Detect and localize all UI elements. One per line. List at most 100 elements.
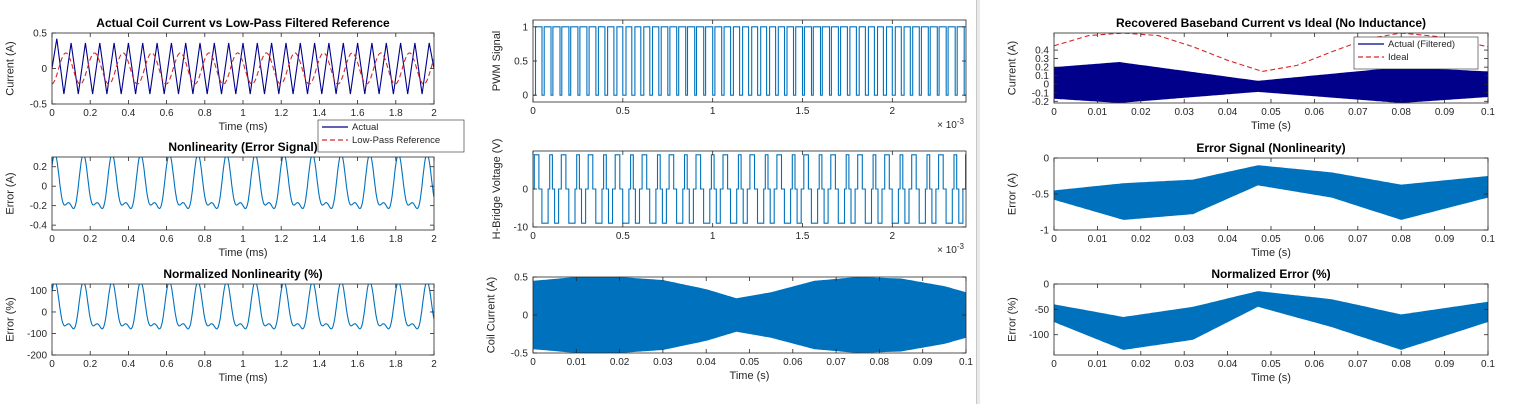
y-tick-label: -100: [1029, 330, 1049, 341]
figure-canvas-right: 0 0.01 0.02 0.03 0.04 0.05 0.06 0.07 0.08 0.09 0.1…: [1007, 16, 1496, 384]
y-tick-label: 0.1: [1035, 71, 1049, 82]
x-tick-label: 0.03: [653, 357, 673, 368]
x-tick-label: 0.2: [83, 108, 97, 119]
x-tick-label: 0.06: [1305, 359, 1325, 370]
legend-box: [317, 119, 465, 153]
x-tick-label: 1.2: [274, 359, 288, 370]
x-tick-label: 1.2: [274, 108, 288, 119]
x-tick-label: 1.4: [312, 359, 326, 370]
axes-title: Actual Coil Current vs Low-Pass Filtered…: [96, 16, 390, 30]
x-exponent-label: × 10-3: [937, 117, 964, 131]
axes-title: Normalized Nonlinearity (%): [163, 267, 322, 281]
axes-0: 0 0.2 0.4 0.6 0.8 1 1.2 1.4 1.6 1.8 2-0.500.5Actua…: [5, 16, 465, 153]
x-tick-label: 1.6: [351, 108, 365, 119]
x-tick-label: 0.1: [959, 357, 973, 368]
x-tick-label: 0.09: [913, 357, 933, 368]
axes-1: 0 0.2 0.4 0.6 0.8 1 1.2 1.4 1.6 1.8 2 -0.4 -0.2 0 0.2 N…: [5, 140, 438, 259]
axes-frame: 0 0.01 0.02 0.03 0.04 0.05 0.06 0.07 0.08 0.09 0.1…: [486, 273, 974, 383]
x-axis-label: Time (s): [1251, 120, 1291, 132]
y-tick-label: -0.4: [30, 221, 48, 232]
x-tick-label: 0: [49, 108, 55, 119]
x-tick-label: 1.6: [351, 359, 365, 370]
x-tick-label: 0.6: [160, 234, 174, 245]
axes-frame: 0 0.01 0.02 0.03 0.04 0.05 0.06 0.07 0.08 0.09 0.1…: [1007, 16, 1496, 132]
x-tick-label: 0.08: [870, 357, 890, 368]
y-tick-label: 0.5: [514, 57, 528, 68]
y-tick-label: -0.2: [1032, 97, 1050, 108]
series-line-error: [52, 157, 434, 210]
x-tick-label: 0.8: [198, 234, 212, 245]
plot-area: [1054, 33, 1488, 103]
axes-title: Recovered Baseband Current vs Ideal (No …: [1116, 16, 1426, 30]
x-tick-label: 0: [530, 106, 536, 117]
x-tick-label: 0.07: [826, 357, 846, 368]
x-axis-label: Time (ms): [218, 247, 267, 259]
x-tick-label: 2: [431, 359, 437, 370]
y-tick-label: 0: [41, 64, 47, 75]
y-tick-label: 0: [522, 91, 528, 102]
x-tick-label: 1.5: [796, 231, 810, 242]
x-tick-label: 0.01: [1088, 359, 1108, 370]
series-line-ideal: [1054, 33, 1488, 72]
x-tick-label: 0.09: [1435, 359, 1455, 370]
x-tick-label: 0.04: [696, 357, 716, 368]
y-tick-label: -0.5: [1032, 190, 1050, 201]
x-tick-label: 0.05: [1261, 359, 1281, 370]
x-exponent-label: × 10-3: [937, 242, 964, 256]
x-tick-label: 0.8: [198, 359, 212, 370]
x-tick-label: 0.05: [1261, 234, 1281, 245]
x-tick-label: 0.07: [1348, 234, 1368, 245]
axes-title: Normalized Error (%): [1211, 267, 1330, 281]
axes-title: Nonlinearity (Error Signal): [168, 140, 317, 154]
x-axis-label: Time (ms): [218, 121, 267, 133]
x-tick-label: 0: [1051, 234, 1057, 245]
legend-entry: Actual: [352, 122, 378, 133]
y-axis-label: Error (A): [5, 172, 17, 214]
x-tick-label: 0: [1051, 359, 1057, 370]
x-tick-label: 0.1: [1481, 234, 1495, 245]
x-tick-label: 0.2: [83, 234, 97, 245]
x-axis-label: Time (s): [730, 370, 770, 382]
y-tick-label: -10: [514, 223, 529, 234]
x-tick-label: 1.4: [312, 234, 326, 245]
y-tick-label: -0.5: [511, 349, 529, 360]
exponent-base: × 10: [937, 245, 957, 256]
figure-window-middle: 0 0.5 1 1.5 2 0 0.5 1 PWM Signal × 10-3 0 0.5 1 1.5 2-…: [476, 0, 980, 404]
x-tick-label: 0.4: [121, 359, 135, 370]
series-band-coil-current: [533, 277, 966, 353]
y-tick-label: 0: [522, 311, 528, 322]
axes-frame: 0 0.2 0.4 0.6 0.8 1 1.2 1.4 1.6 1.8 2 -0.4 -0.2 0 0.2 N…: [5, 140, 438, 259]
plot-area: [52, 38, 434, 95]
y-axis-label: Error (A): [1007, 173, 1019, 215]
legend-box: [1353, 36, 1479, 70]
y-tick-label: -0.1: [1032, 88, 1050, 99]
figure-window-left: 0 0.2 0.4 0.6 0.8 1 1.2 1.4 1.6 1.8 2 -0.5 0 0.5 Actua…: [0, 0, 476, 404]
x-tick-label: 0.08: [1391, 107, 1411, 118]
axes-frame: 0 0.2 0.4 0.6 0.8 1 1.2 1.4 1.6 1.8 2 -200 -100 0 100 N…: [5, 267, 438, 384]
x-tick-label: 0.4: [121, 234, 135, 245]
axes-frame: 0 0.01 0.02 0.03 0.04 0.05 0.06 0.07 0.08 0.09 0.1…: [1007, 141, 1496, 259]
x-tick-label: 0.06: [783, 357, 803, 368]
exponent-power: -3: [957, 117, 965, 126]
axes-frame: 0 0.01 0.02 0.03 0.04 0.05 0.06 0.07 0.08 0.09 0.1…: [1007, 267, 1496, 384]
x-tick-label: 0.8: [198, 108, 212, 119]
y-tick-label: 0.2: [1035, 63, 1049, 74]
y-axis-label: Current (A): [1007, 41, 1019, 95]
y-axis-label: H-Bridge Voltage (V): [491, 139, 503, 240]
y-tick-label: 0: [1043, 154, 1049, 165]
series-band-error: [1054, 165, 1488, 220]
x-tick-label: 0.6: [160, 108, 174, 119]
y-tick-label: -1: [1040, 226, 1049, 237]
x-axis-label: Time (s): [1251, 372, 1291, 384]
y-tick-label: 0: [41, 307, 47, 318]
x-tick-label: 0.09: [1435, 234, 1455, 245]
x-tick-label: 0.6: [160, 359, 174, 370]
x-tick-label: 1: [710, 231, 716, 242]
plot-area: [52, 157, 434, 210]
x-tick-label: 0.03: [1174, 107, 1194, 118]
x-tick-label: 0.01: [1088, 107, 1108, 118]
series-line-pwm: [533, 26, 966, 96]
exponent-power: -3: [957, 242, 965, 251]
